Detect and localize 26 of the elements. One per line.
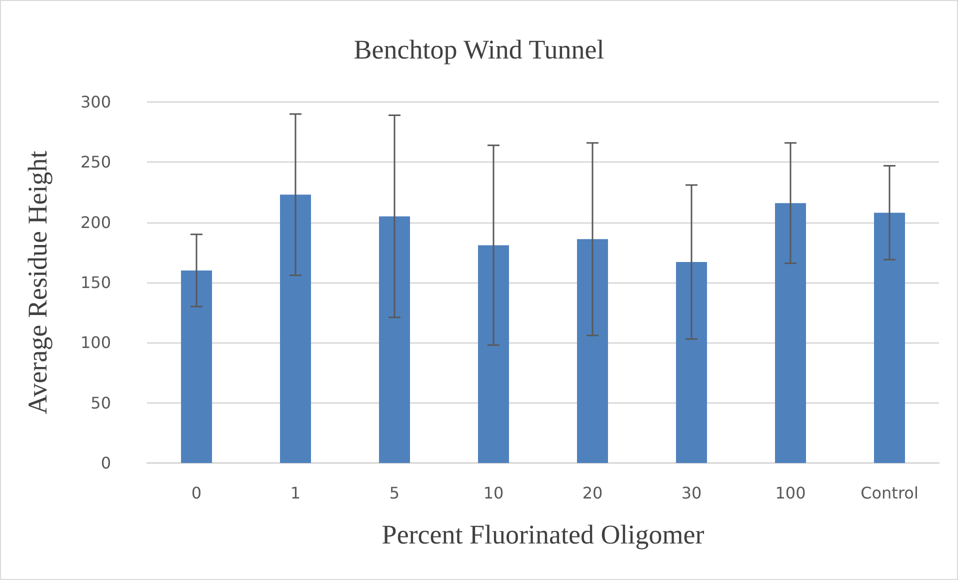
x-tick-label: 1 [290, 484, 301, 502]
bar [379, 216, 410, 463]
x-tick-label: 5 [389, 484, 400, 502]
x-tick-label: 10 [483, 484, 504, 502]
y-tick-label: 0 [100, 454, 111, 472]
y-tick-label: 150 [80, 273, 111, 292]
x-tick-label: 100 [775, 484, 806, 502]
y-tick-label: 250 [80, 152, 111, 172]
bar [181, 270, 212, 463]
y-tick-label: 50 [90, 393, 111, 412]
bar [478, 245, 509, 463]
bar [577, 239, 608, 463]
y-axis-title: Average Residue Height [22, 150, 52, 414]
bar [874, 212, 905, 463]
bar [775, 203, 806, 463]
x-tick-label: 0 [191, 484, 202, 502]
x-tick-label: 30 [681, 484, 702, 502]
y-tick-label: 300 [80, 92, 111, 112]
y-tick-label: 200 [80, 212, 111, 232]
y-tick-label: 100 [80, 333, 111, 352]
x-tick-label: 20 [582, 484, 603, 502]
x-tick-label: Control [860, 484, 918, 502]
bar [676, 262, 707, 463]
chart-title: Benchtop Wind Tunnel [354, 34, 604, 64]
x-axis-title: Percent Fluorinated Oligomer [382, 520, 704, 550]
bar [280, 194, 311, 463]
